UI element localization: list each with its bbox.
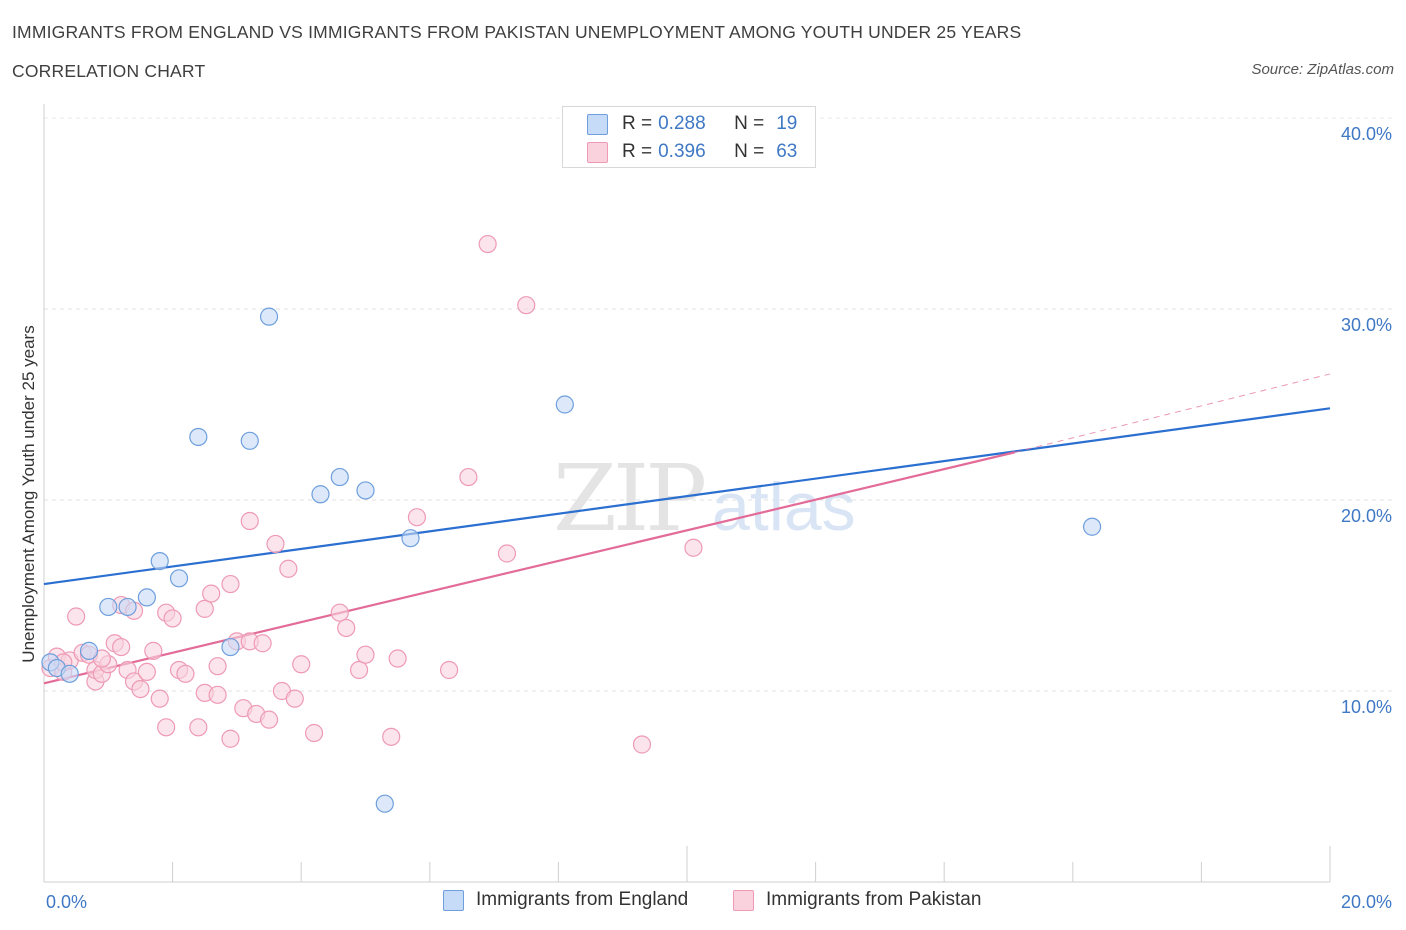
data-point-series-1 <box>266 534 285 554</box>
legend-r-value: 0.288 <box>658 113 706 134</box>
data-point-series-1 <box>349 660 369 680</box>
legend-swatch-pakistan <box>587 141 608 163</box>
data-point-series-1 <box>112 637 131 657</box>
series-legend-england[interactable]: Immigrants from England <box>443 889 688 911</box>
data-point-series-1 <box>439 660 459 680</box>
series-label-england: Immigrants from England <box>476 889 689 910</box>
chart-title: IMMIGRANTS FROM ENGLAND VS IMMIGRANTS FR… <box>12 22 1022 42</box>
data-point-series-0 <box>311 485 330 504</box>
legend-n-label: N = <box>734 141 765 162</box>
data-point-series-1 <box>279 559 298 578</box>
data-point-series-1 <box>407 508 427 527</box>
data-point-series-1 <box>137 662 156 682</box>
legend-r-value: 0.396 <box>658 141 706 162</box>
series-swatch-pakistan <box>733 889 754 911</box>
data-point-series-0 <box>356 481 375 500</box>
data-point-series-1 <box>221 729 240 748</box>
trendlines <box>43 373 1331 685</box>
legend-r-label: R = <box>622 113 653 134</box>
y-tick-label: 40.0% <box>1341 124 1392 144</box>
data-point-series-1 <box>189 718 208 737</box>
data-points <box>41 234 1102 813</box>
legend-n-value: 63 <box>776 141 798 162</box>
trendline-series-1 <box>43 451 1016 685</box>
correlation-legend: R = 0.288 N = 19 R = 0.396 N = 63 <box>562 106 816 168</box>
data-point-series-1 <box>632 735 652 754</box>
series-swatch-england <box>443 889 464 911</box>
data-point-series-0 <box>118 597 137 617</box>
series-label-pakistan: Immigrants from Pakistan <box>766 889 982 910</box>
x-tick-label: 0.0% <box>46 892 87 912</box>
gridlines <box>44 117 1392 692</box>
watermark-zip: ZIP <box>553 445 704 552</box>
data-point-series-0 <box>221 637 240 657</box>
data-point-series-0 <box>79 641 99 660</box>
y-tick-label: 30.0% <box>1341 315 1392 335</box>
data-point-series-1 <box>208 657 227 676</box>
data-point-series-0 <box>330 467 349 487</box>
data-point-series-1 <box>304 723 324 743</box>
legend-row-pakistan: R = 0.396 N = 63 <box>587 141 797 163</box>
data-point-series-1 <box>176 664 195 683</box>
data-point-series-1 <box>208 685 227 704</box>
data-point-series-0 <box>1082 517 1102 536</box>
data-point-series-1 <box>221 574 240 594</box>
y-axis-label: Unemployment Among Youth under 25 years <box>19 325 38 662</box>
axes <box>43 104 1331 883</box>
data-point-series-1 <box>195 599 214 618</box>
source-credit: Source: ZipAtlas.com <box>1251 61 1394 78</box>
legend-r-label: R = <box>622 141 653 162</box>
data-point-series-1 <box>459 467 478 487</box>
data-point-series-0 <box>60 664 79 683</box>
trendline-series-0 <box>43 407 1331 586</box>
data-point-series-1 <box>497 544 517 563</box>
data-point-series-1 <box>388 649 407 668</box>
legend-row-england: R = 0.288 N = 19 <box>587 113 797 135</box>
data-point-series-1 <box>292 655 311 674</box>
data-point-series-1 <box>240 511 259 531</box>
data-point-series-1 <box>157 718 176 737</box>
y-tick-label: 10.0% <box>1341 697 1392 717</box>
data-point-series-0 <box>401 529 420 548</box>
data-point-series-1 <box>131 679 150 699</box>
data-point-series-0 <box>189 427 208 447</box>
trendline-extension-series-1 <box>1014 373 1331 453</box>
data-point-series-0 <box>99 597 118 617</box>
data-point-series-1 <box>259 710 279 729</box>
data-point-series-0 <box>150 552 169 571</box>
data-point-series-1 <box>517 296 536 315</box>
data-point-series-0 <box>375 794 394 813</box>
data-point-series-1 <box>144 641 163 660</box>
data-point-series-1 <box>356 645 375 664</box>
tick-labels: 10.0% 20.0% 30.0% 40.0% 0.0% 20.0% <box>46 124 1392 912</box>
data-point-series-1 <box>202 584 221 603</box>
legend-n-label: N = <box>734 113 765 134</box>
data-point-series-1 <box>67 607 86 626</box>
data-point-series-1 <box>330 603 349 622</box>
data-point-series-0 <box>555 395 574 414</box>
data-point-series-0 <box>169 569 189 588</box>
y-tick-label: 20.0% <box>1341 506 1392 526</box>
data-point-series-1 <box>253 634 272 653</box>
series-legend-pakistan[interactable]: Immigrants from Pakistan <box>733 889 981 911</box>
watermark: ZIP atlas <box>553 445 856 552</box>
data-point-series-1 <box>285 689 304 708</box>
data-point-series-1 <box>337 618 356 638</box>
data-point-series-1 <box>150 689 169 708</box>
x-tick-label: 20.0% <box>1341 892 1392 912</box>
legend-swatch-england <box>587 113 608 135</box>
legend-n-value: 19 <box>776 113 798 134</box>
data-point-series-1 <box>163 609 182 628</box>
data-point-series-0 <box>240 431 259 450</box>
data-point-series-1 <box>382 727 401 746</box>
data-point-series-0 <box>259 307 279 326</box>
data-point-series-1 <box>478 234 497 254</box>
data-point-series-1 <box>684 538 703 557</box>
data-point-series-0 <box>137 588 156 607</box>
chart-subtitle: CORRELATION CHART <box>12 61 206 81</box>
